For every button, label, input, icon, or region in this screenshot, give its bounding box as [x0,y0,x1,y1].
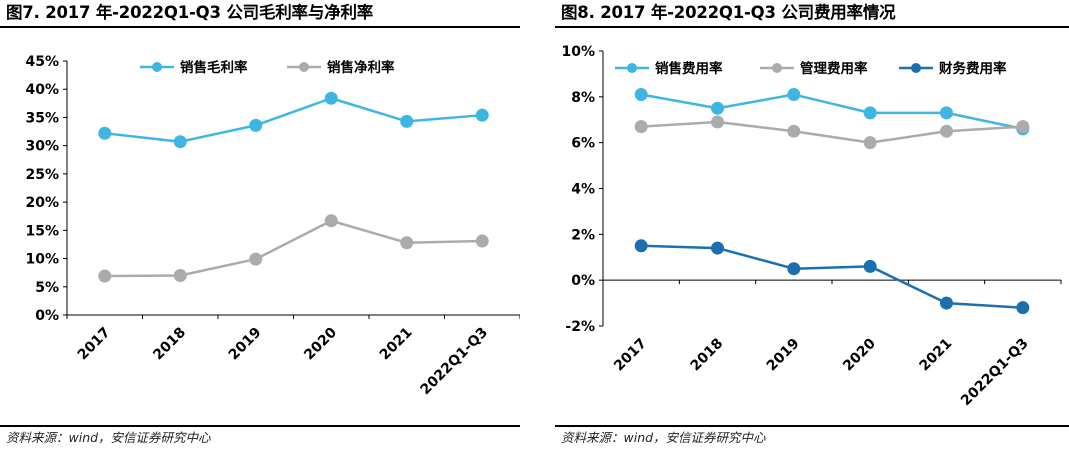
source-note: 资料来源：wind，安信证券研究中心 [561,430,766,445]
source-note: 资料来源：wind，安信证券研究中心 [6,430,211,445]
y-tick-label: 25% [25,167,59,183]
legend-label: 销售毛利率 [180,59,248,76]
legend-swatch-marker [152,62,162,72]
x-tick-label: 2017 [611,336,650,375]
source-rule [555,425,1069,427]
data-point-2-2021 [940,124,953,138]
y-tick-label: 30% [25,139,59,155]
data-point-1-2018 [173,135,187,149]
data-point-1-2020 [863,106,877,120]
data-point-2-2022q1-q3 [1016,120,1030,134]
data-point-2-2017 [98,269,112,283]
x-tick-label: 2018 [687,336,726,375]
y-tick-label: 35% [25,110,59,126]
title-rule [0,26,520,28]
y-tick-label: 40% [25,82,59,98]
y-tick-label: -2% [565,319,595,335]
legend-swatch-marker [911,63,921,73]
data-point-1-2022q1-q3 [475,108,489,122]
data-point-2-2021 [400,236,414,250]
data-point-3-2021 [940,296,953,310]
chart-title: 图7. 2017 年-2022Q1-Q3 公司毛利率与净利率 [6,3,374,22]
legend-label: 财务费用率 [938,60,1007,77]
data-point-1-2020 [324,91,338,105]
data-point-3-2020 [863,259,877,273]
data-point-3-2019 [787,262,801,276]
x-tick-label: 2022Q1-Q3 [958,336,1032,410]
data-point-2-2019 [249,252,263,266]
data-point-1-2021 [940,106,953,120]
data-point-1-2019 [787,88,801,102]
y-tick-label: 0% [35,308,59,324]
y-tick-label: 4% [571,182,595,198]
x-tick-label: 2021 [377,325,416,364]
y-tick-label: 5% [35,280,59,296]
data-point-3-2022q1-q3 [1016,301,1030,315]
y-tick-label: 20% [25,195,59,211]
y-tick-label: 0% [571,273,595,289]
y-tick-label: 6% [571,136,595,152]
series-line-2 [104,219,483,278]
series-line-1 [640,93,1024,131]
x-tick-label: 2020 [301,324,340,363]
chart-panel-expense-ratio: 图8. 2017 年-2022Q1-Q3 公司费用率情况 -2% 0% 2% 4% 6%… [555,0,1069,458]
legend-label: 管理费用率 [800,60,868,77]
data-point-2-2018 [173,268,187,282]
title-rule [555,26,1069,28]
data-point-1-2017 [634,88,648,102]
data-point-2-2020 [324,214,338,228]
data-point-1-2018 [711,101,724,115]
chart-panel-gross-net-margin: 图7. 2017 年-2022Q1-Q3 公司毛利率与净利率 0% 5% 10% 15… [0,0,520,458]
data-point-3-2017 [634,239,648,253]
legend-label: 销售费用率 [655,60,723,77]
y-tick-label: 10% [561,44,595,60]
legend-swatch-marker [299,62,309,72]
data-point-1-2017 [98,126,112,140]
x-tick-label: 2020 [840,335,879,374]
legend-swatch-marker [627,63,637,73]
legend-label: 销售净利率 [327,59,395,76]
data-point-3-2018 [711,241,724,255]
source-rule [0,425,520,427]
x-tick-label: 2021 [916,336,955,375]
y-tick-label: 8% [571,90,595,106]
data-point-2-2017 [634,120,648,134]
y-tick-label: 45% [25,54,59,70]
series-line-3 [641,244,1023,309]
y-tick-label: 10% [25,252,59,268]
series-line-2 [641,120,1023,144]
margin-line-chart: 0% 5% 10% 15% 20% 25% 30% 35% 40% 45% 2017 2018 2019… [25,54,520,399]
data-point-1-2019 [249,118,263,132]
y-tick-label: 2% [571,227,595,243]
data-point-2-2019 [787,124,801,138]
x-tick-label: 2018 [150,325,189,364]
x-tick-label: 2019 [226,325,265,364]
legend-swatch-marker [772,63,782,73]
data-point-2-2018 [711,115,724,129]
data-point-2-2022q1-q3 [475,234,489,248]
series-line-1 [104,97,483,143]
chart-title: 图8. 2017 年-2022Q1-Q3 公司费用率情况 [561,3,896,22]
x-tick-label: 2019 [764,336,803,375]
x-tick-label: 2022Q1-Q3 [417,325,491,399]
expense-line-chart: -2% 0% 2% 4% 6% 8% 10% 2017 2018 2019 2020 2021 2022… [561,44,1062,410]
data-point-2-2020 [863,136,877,150]
data-point-1-2021 [400,114,414,128]
x-tick-label: 2017 [75,325,114,364]
y-tick-label: 15% [25,223,59,239]
